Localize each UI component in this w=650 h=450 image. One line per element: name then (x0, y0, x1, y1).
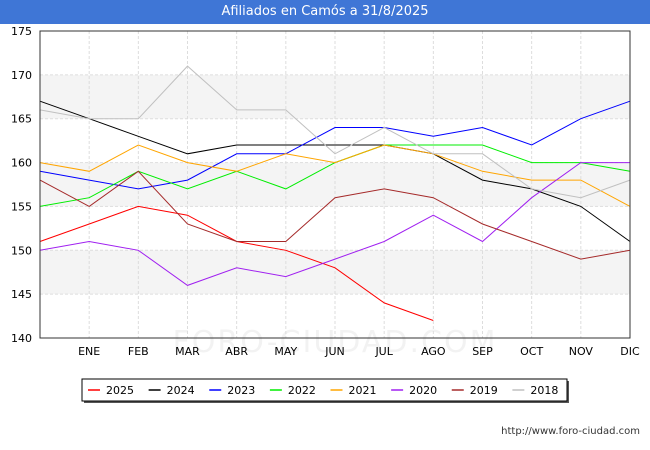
legend-label: 2019 (470, 384, 498, 397)
legend-label: 2020 (409, 384, 437, 397)
x-tick-label: MAR (175, 345, 200, 358)
chart-title: Afiliados en Camós a 31/8/2025 (0, 0, 650, 24)
legend-label: 2024 (167, 384, 195, 397)
source-url: http://www.foro-ciudad.com (501, 426, 640, 437)
y-tick-label: 150 (11, 244, 32, 257)
series-line-2023 (39, 100, 631, 190)
series-line-2019 (39, 170, 631, 260)
x-tick-label: NOV (569, 345, 594, 358)
plot-band (40, 162, 630, 207)
x-tick-label: DIC (620, 345, 640, 358)
legend-label: 2018 (530, 384, 558, 397)
x-tick-label: JUL (374, 345, 393, 358)
watermark: FORO-CIUDAD.COM (173, 325, 498, 360)
y-tick-label: 170 (11, 69, 32, 82)
legend-label: 2021 (349, 384, 377, 397)
axes: 140 145 150 155 160 165 170 175 ENE FEB MAR ABR MAY J… (11, 25, 640, 358)
x-tick-label: OCT (520, 345, 543, 358)
y-tick-label: 160 (11, 157, 32, 170)
series-line-2018 (39, 65, 631, 199)
x-tick-label: JUN (324, 345, 345, 358)
x-tick-label: SEP (472, 345, 493, 358)
x-tick-label: ENE (78, 345, 100, 358)
y-tick-label: 140 (11, 332, 32, 345)
y-tick-label: 155 (11, 200, 32, 213)
series-group (39, 65, 631, 321)
legend-box (81, 378, 568, 402)
y-tick-label: 165 (11, 113, 32, 126)
series-line-2020 (39, 162, 630, 286)
y-tick-label: 175 (11, 25, 32, 38)
legend-label: 2025 (106, 384, 134, 397)
x-tick-label: ABR (225, 345, 248, 358)
x-tick-label: MAY (274, 345, 297, 358)
plot-border (39, 30, 631, 339)
x-tick-label: AGO (421, 345, 446, 358)
legend-label: 2023 (227, 384, 255, 397)
legend-label: 2022 (288, 384, 316, 397)
x-tick-label: FEB (128, 345, 149, 358)
y-tick-label: 145 (11, 288, 32, 301)
series-line-2021 (39, 144, 631, 207)
legend: 2025 2024 2023 2022 2021 2020 2019 2018 (81, 378, 569, 403)
